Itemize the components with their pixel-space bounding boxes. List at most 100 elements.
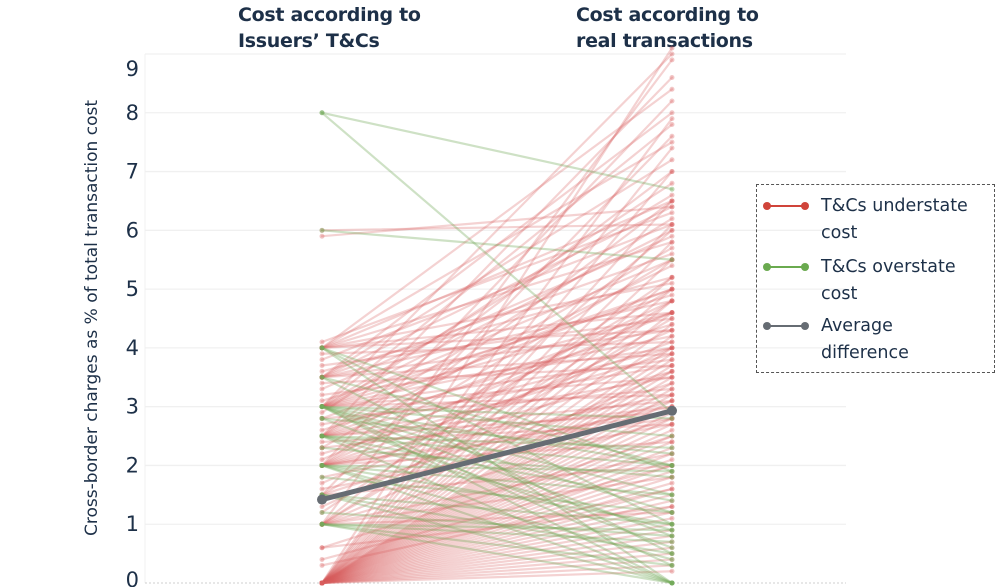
end-point xyxy=(669,515,675,521)
start-point xyxy=(319,345,325,351)
slope-line xyxy=(319,404,675,539)
end-point xyxy=(669,380,675,386)
start-point xyxy=(319,415,325,421)
start-point xyxy=(319,545,325,551)
start-point xyxy=(319,474,325,480)
slope-line xyxy=(319,327,675,351)
start-point xyxy=(319,433,325,439)
slope-segment xyxy=(320,387,674,585)
slope-line xyxy=(319,398,675,439)
start-point xyxy=(319,345,325,351)
start-point xyxy=(319,521,325,527)
start-point xyxy=(319,580,325,586)
slope-line xyxy=(319,327,675,486)
data-lines xyxy=(319,45,675,586)
slope-segment xyxy=(320,499,674,585)
slope-segment xyxy=(320,317,674,526)
start-point xyxy=(319,580,325,586)
slope-segment xyxy=(320,352,674,585)
slope-segment xyxy=(320,376,674,408)
slope-line xyxy=(319,504,675,551)
slope-segment xyxy=(320,99,674,467)
slope-segment xyxy=(320,117,674,585)
slope-segment xyxy=(320,540,674,585)
y-tick-label: 2 xyxy=(126,453,139,477)
slope-segment xyxy=(320,205,674,379)
end-point xyxy=(669,363,675,369)
end-point xyxy=(669,221,675,227)
start-point xyxy=(319,433,325,439)
end-point xyxy=(667,405,677,416)
end-point xyxy=(669,386,675,392)
slope-line xyxy=(319,298,675,468)
slope-segment xyxy=(320,434,674,467)
end-point xyxy=(669,274,675,280)
end-point xyxy=(669,492,675,498)
end-point xyxy=(669,486,675,492)
slope-segment xyxy=(320,558,674,585)
slope-line xyxy=(319,345,675,586)
start-point xyxy=(319,415,325,421)
slope-line xyxy=(319,468,675,586)
slope-line xyxy=(319,433,675,551)
end-point xyxy=(669,451,675,457)
start-point xyxy=(319,580,325,586)
slope-line xyxy=(319,310,675,439)
slope-segment xyxy=(320,411,674,438)
slope-segment xyxy=(320,346,674,438)
end-point xyxy=(669,321,675,327)
end-point xyxy=(669,527,675,533)
end-point xyxy=(669,345,675,351)
slope-line xyxy=(319,345,675,510)
slope-segment xyxy=(320,258,674,467)
slope-segment xyxy=(320,564,674,585)
slope-segment xyxy=(320,252,674,379)
start-point xyxy=(319,462,325,468)
slope-segment xyxy=(320,405,674,567)
start-point xyxy=(319,521,325,527)
end-point xyxy=(669,333,675,339)
start-point xyxy=(319,345,325,351)
start-point xyxy=(319,580,325,586)
end-point xyxy=(669,386,675,392)
end-point xyxy=(669,451,675,457)
slope-segment xyxy=(320,405,674,538)
start-point xyxy=(319,580,325,586)
slope-line xyxy=(319,474,675,527)
end-point xyxy=(669,580,675,586)
slope-segment xyxy=(320,464,674,473)
start-point xyxy=(319,521,325,527)
slope-line xyxy=(319,374,675,410)
end-point xyxy=(669,462,675,468)
start-point xyxy=(319,386,325,392)
end-point xyxy=(669,316,675,321)
end-point xyxy=(669,198,675,204)
end-point xyxy=(669,562,675,568)
slope-line xyxy=(319,433,675,586)
start-point xyxy=(319,404,325,410)
slope-line xyxy=(319,533,675,586)
start-point xyxy=(319,509,325,515)
end-point xyxy=(669,75,675,81)
end-point xyxy=(669,357,675,363)
slope-line xyxy=(319,333,675,410)
slope-segment xyxy=(320,417,674,549)
slope-segment xyxy=(320,523,674,567)
slope-line xyxy=(319,509,675,527)
start-point xyxy=(319,404,325,410)
end-point xyxy=(669,280,675,286)
end-point xyxy=(669,521,675,527)
start-point xyxy=(319,580,325,586)
start-point xyxy=(319,580,325,586)
slope-segment xyxy=(320,217,674,438)
slope-line xyxy=(319,345,675,586)
slope-segment xyxy=(320,382,674,496)
end-point xyxy=(669,509,675,515)
end-point xyxy=(669,198,675,204)
slope-segment xyxy=(320,528,674,585)
slope-segment xyxy=(320,523,674,585)
end-point xyxy=(669,504,675,510)
end-point xyxy=(669,439,675,445)
start-point xyxy=(319,580,325,586)
slope-line xyxy=(319,433,675,533)
